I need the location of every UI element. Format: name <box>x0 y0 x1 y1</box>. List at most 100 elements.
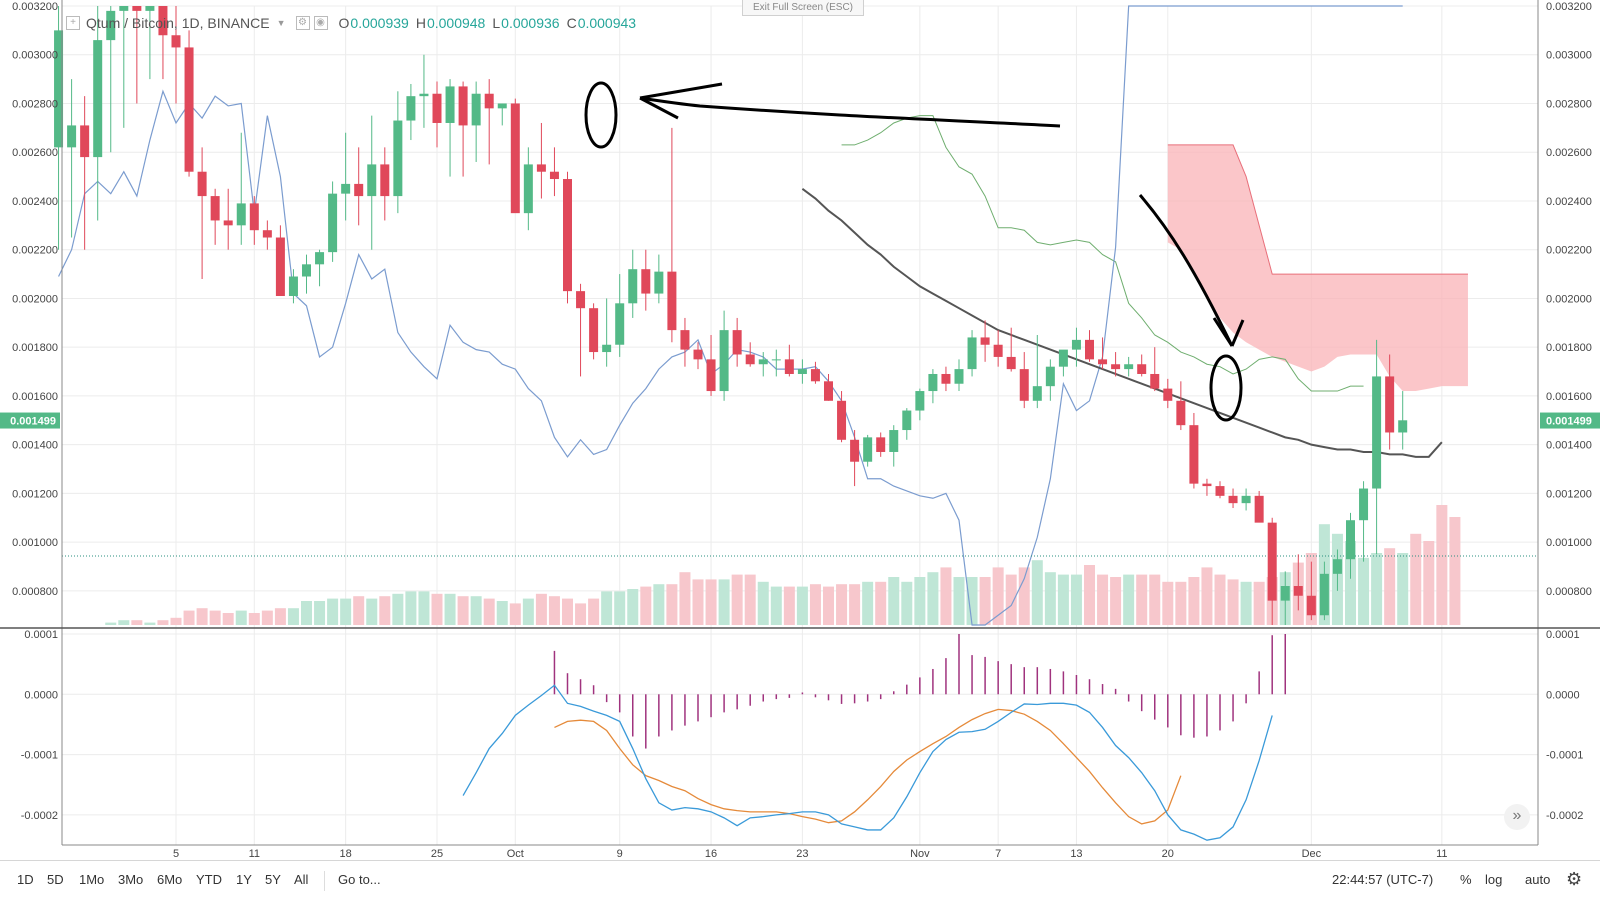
candlestick-series <box>54 6 1408 625</box>
scroll-to-realtime-icon[interactable]: » <box>1504 804 1530 830</box>
volume-bar <box>131 620 143 625</box>
divider <box>324 871 325 891</box>
candle-body <box>262 230 272 238</box>
exit-fullscreen-button[interactable]: Exit Full Screen (ESC) <box>742 0 864 16</box>
range-6mo-button[interactable]: 6Mo <box>157 872 183 887</box>
macd-tick-label-right: -0.0002 <box>1546 810 1583 822</box>
drawn-arrow-diagonal <box>1138 194 1234 347</box>
x-tick-label: 20 <box>1162 848 1174 860</box>
range-5d-button[interactable]: 5D <box>47 872 64 887</box>
candle-body <box>1293 586 1303 596</box>
y-tick-label-left: 0.001400 <box>12 440 58 452</box>
x-tick-label: 7 <box>995 848 1001 860</box>
candle-body <box>288 276 298 297</box>
candle-body <box>1163 388 1173 401</box>
volume-bar <box>509 603 521 625</box>
volume-bar <box>522 598 534 625</box>
x-tick-label: Dec <box>1302 848 1322 860</box>
goto-button[interactable]: Go to... <box>338 872 381 887</box>
volume-bar <box>1436 505 1448 625</box>
candle-body <box>406 96 416 121</box>
bottom-toolbar: 1D 5D 1Mo 3Mo 6Mo YTD 1Y 5Y All Go to...… <box>0 860 1600 901</box>
indicator-lines <box>58 5 1538 626</box>
volume-bar <box>1358 557 1370 625</box>
price-tag-left-label: 0.001499 <box>10 416 56 428</box>
candle-body <box>171 35 181 48</box>
y-tick-label-left: 0.001800 <box>12 342 58 354</box>
candle-body <box>1306 595 1316 616</box>
log-toggle[interactable]: log <box>1485 872 1503 887</box>
volume-bar <box>692 579 704 625</box>
symbol-title[interactable]: Qtum / Bitcoin, 1D, BINANCE <box>86 15 270 31</box>
volume-bar <box>575 603 587 625</box>
expand-icon[interactable]: + <box>66 16 80 30</box>
candle-body <box>1332 559 1342 574</box>
y-tick-label-left: 0.002600 <box>12 147 58 159</box>
volume-bar <box>1136 574 1148 625</box>
volume-bar <box>836 584 848 625</box>
candle-body <box>145 6 155 11</box>
candle-body <box>824 381 833 401</box>
volume-bar <box>862 581 874 625</box>
range-3mo-button[interactable]: 3Mo <box>118 872 144 887</box>
volume-bar <box>144 622 156 625</box>
x-tick-label: 25 <box>431 848 443 860</box>
x-tick-label: 23 <box>796 848 808 860</box>
candle-body <box>563 179 572 292</box>
candle-body <box>719 330 729 392</box>
auto-toggle[interactable]: auto <box>1525 872 1551 887</box>
y-tick-label-right: 0.002800 <box>1546 98 1592 110</box>
macd-line <box>462 684 1273 841</box>
cloud-area <box>1167 144 1468 392</box>
candle-body <box>758 359 768 365</box>
settings-icon[interactable]: ⚙ <box>295 16 310 30</box>
volume-bar <box>1240 581 1252 625</box>
ichimoku-cloud <box>1167 144 1468 392</box>
volume-bar <box>757 581 769 625</box>
volume-bar <box>196 608 208 625</box>
macd-pane: 0.0001 0.0001 0.0000 0.0000 -0.0001 -0.0001 -0… <box>21 629 1583 841</box>
volume-bar <box>248 613 260 625</box>
candle-body <box>1111 364 1121 370</box>
volume-bar <box>1214 574 1226 625</box>
caret-down-icon[interactable]: ▼ <box>276 18 286 28</box>
volume-bar <box>1070 574 1082 625</box>
candle-body <box>1032 386 1042 401</box>
volume-bar <box>287 608 299 625</box>
volume-bar <box>770 586 782 625</box>
range-1y-button[interactable]: 1Y <box>236 872 252 887</box>
macd-tick-label-left: 0.0001 <box>24 629 58 641</box>
candle-body <box>954 369 964 384</box>
percent-toggle[interactable]: % <box>1460 872 1472 887</box>
volume-bar <box>405 591 417 625</box>
range-1d-button[interactable]: 1D <box>17 872 34 887</box>
volume-bar <box>1031 560 1043 625</box>
volume-bar <box>1253 581 1265 625</box>
range-ytd-button[interactable]: YTD <box>196 872 222 887</box>
range-5y-button[interactable]: 5Y <box>265 872 281 887</box>
candle-body <box>876 437 886 452</box>
volume-bar <box>1384 548 1396 625</box>
candle-body <box>1176 400 1186 426</box>
candle-body <box>432 93 442 123</box>
gear-icon[interactable]: ⚙ <box>1566 869 1583 889</box>
candle-body <box>1137 364 1147 374</box>
range-1mo-button[interactable]: 1Mo <box>79 872 105 887</box>
range-all-button[interactable]: All <box>294 872 309 887</box>
volume-bar <box>744 574 756 625</box>
x-tick-label: 16 <box>705 848 717 860</box>
volume-bar <box>927 572 939 625</box>
volume-bar <box>261 610 273 625</box>
candle-body <box>1085 339 1094 360</box>
close-label: C <box>566 15 577 31</box>
hide-icon[interactable]: ◉ <box>313 16 328 30</box>
volume-bar <box>679 572 691 625</box>
drawn-circle-left <box>584 81 618 149</box>
candle-body <box>1385 376 1395 433</box>
candle-body <box>328 193 338 253</box>
y-tick-label-right: 0.001000 <box>1546 537 1592 549</box>
candle-body <box>67 125 77 148</box>
macd-tick-label-left: -0.0002 <box>21 810 58 822</box>
y-tick-label-right: 0.002400 <box>1546 196 1592 208</box>
